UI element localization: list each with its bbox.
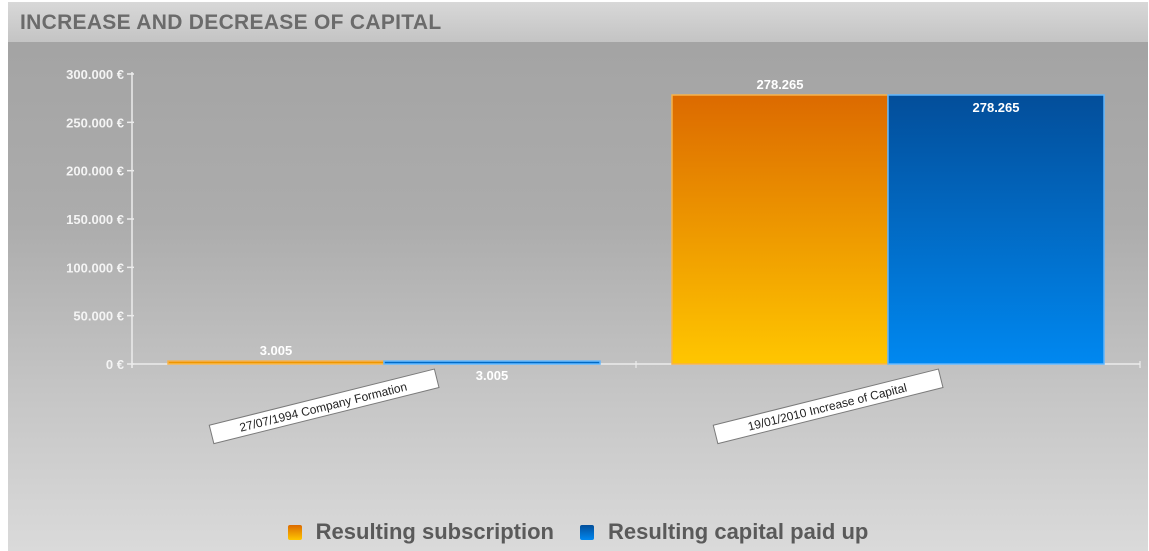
bar-chart: 0 € 50.000 € 100.000 € 150.000 € 200.000 € 25… (66, 67, 1141, 445)
bar-paidup-1 (887, 94, 1105, 365)
y-tick-label: 250.000 € (66, 115, 124, 130)
x-category-label: 27/07/1994 Company Formation (208, 368, 440, 445)
y-tick-label: 0 € (106, 357, 124, 372)
x-category-label-text: 27/07/1994 Company Formation (238, 379, 408, 434)
chart-panel: INCREASE AND DECREASE OF CAPITAL 0 € 50.0… (8, 2, 1148, 551)
legend-swatch-orange (287, 524, 302, 540)
chart-title: INCREASE AND DECREASE OF CAPITAL (8, 2, 1148, 42)
x-category-label-box (208, 368, 440, 445)
data-label: 3.005 (476, 368, 509, 383)
legend-label-subscription: Resulting subscription (315, 519, 554, 544)
bar-paidup-0 (383, 360, 601, 365)
y-tick-label: 100.000 € (66, 260, 124, 275)
bar-subscription-1 (671, 94, 889, 365)
legend-swatch-blue (580, 524, 594, 540)
x-category-label-text: 19/01/2010 Increase of Capital (746, 381, 908, 434)
x-category-label: 19/01/2010 Increase of Capital (712, 368, 944, 445)
legend-item-paidup[interactable]: Resulting capital paid up (580, 519, 868, 545)
data-label: 3.005 (260, 343, 293, 358)
bar-subscription-0 (167, 360, 385, 365)
legend: Resulting subscription Resulting capital… (8, 514, 1148, 550)
legend-item-subscription[interactable]: Resulting subscription (287, 519, 554, 545)
y-tick-label: 50.000 € (73, 309, 124, 324)
y-tick-label: 150.000 € (66, 212, 124, 227)
legend-label-paidup: Resulting capital paid up (608, 519, 869, 544)
y-tick-label: 300.000 € (66, 67, 124, 82)
y-tick-label: 200.000 € (66, 164, 124, 179)
data-label: 278.265 (757, 77, 804, 92)
x-category-label-box (712, 368, 944, 445)
data-label: 278.265 (973, 100, 1020, 115)
